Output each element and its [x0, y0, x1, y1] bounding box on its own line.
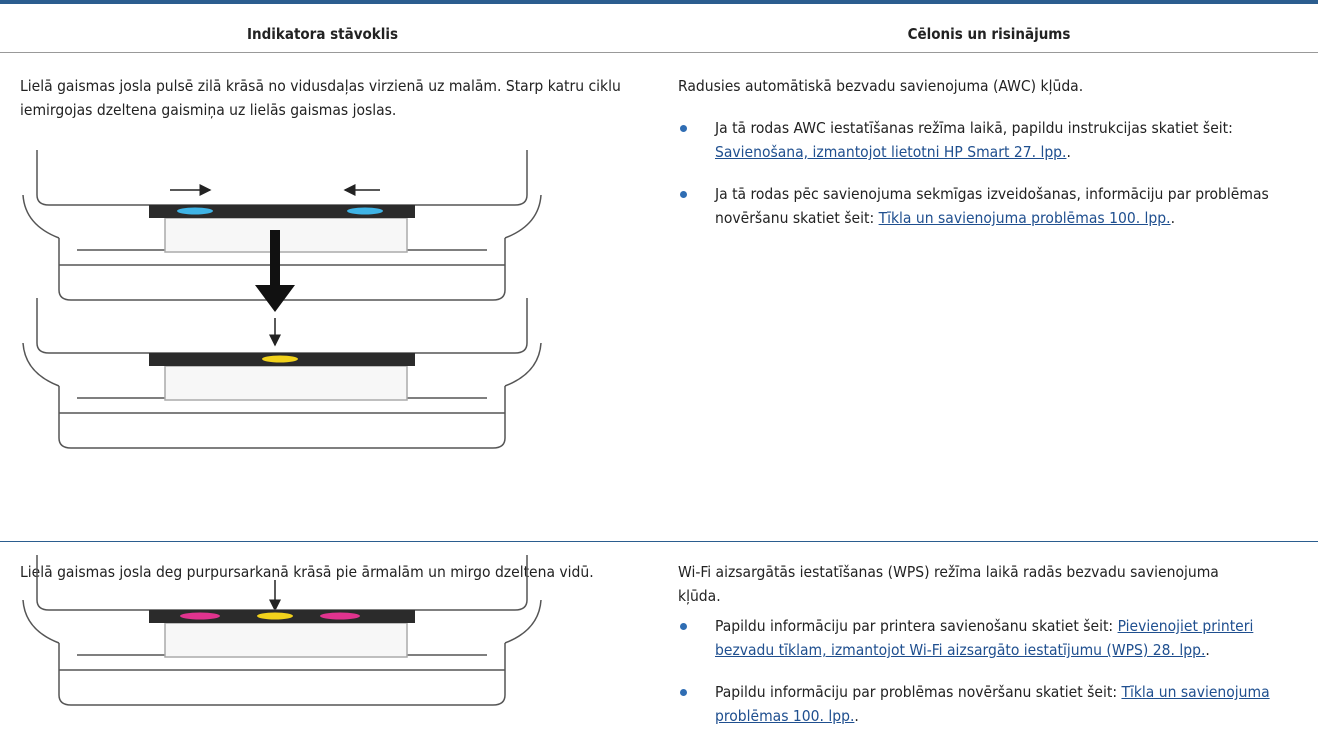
- illustrations: [22, 149, 542, 706]
- solution-item: Papildu informāciju par problēmas novērš…: [678, 680, 1298, 728]
- link[interactable]: Savienošana, izmantojot lietotni HP Smar…: [715, 143, 1067, 161]
- item-end: .: [1066, 143, 1071, 161]
- state-text: Lielā gaismas josla deg purpursarkanā kr…: [20, 563, 594, 581]
- item-text: Papildu informāciju par printera savieno…: [715, 617, 1118, 635]
- solution-item: Papildu informāciju par printera savieno…: [678, 614, 1298, 662]
- solution-list: Papildu informāciju par printera savieno…: [678, 614, 1298, 746]
- document: Indikatora stāvoklis Cēlonis un risināju…: [0, 0, 1318, 725]
- item-end: .: [1205, 641, 1210, 659]
- column-header: Cēlonis un risinājums: [907, 25, 1071, 43]
- solution-list: Ja tā rodas AWC iestatīšanas režīma laik…: [678, 116, 1298, 248]
- bullet: [680, 191, 687, 198]
- item-text: Ja tā rodas AWC iestatīšanas režīma laik…: [715, 119, 1233, 137]
- illustration: [22, 149, 542, 449]
- cause-text: Radusies automātiskā bezvadu savienojuma…: [678, 77, 1084, 95]
- item-end: .: [1170, 209, 1175, 227]
- link[interactable]: Tīkla un savienojuma problēmas 100. lpp.: [878, 209, 1171, 227]
- item-text: Papildu informāciju par problēmas novērš…: [715, 683, 1122, 701]
- cause-text: Wi-Fi aizsargātās iestatīšanas (WPS) rež…: [678, 563, 1219, 605]
- header-rule: [0, 52, 1318, 53]
- item-text: Ja tā rodas pēc savienojuma sekmīgas izv…: [715, 185, 1269, 227]
- bullet: [680, 623, 687, 630]
- top-rule: [0, 0, 1318, 4]
- state-text: Lielā gaismas josla pulsē zilā krāsā no …: [20, 77, 621, 119]
- illustration: [22, 554, 542, 706]
- row-rule: [0, 541, 1318, 542]
- column-header: Indikatora stāvoklis: [246, 25, 399, 43]
- page: {"table": { "headers": ["Indikatora stāv…: [0, 0, 1318, 725]
- link[interactable]: Pievienojiet printeri bezvadu tīklam, iz…: [715, 617, 1254, 659]
- solution-item: Ja tā rodas AWC iestatīšanas režīma laik…: [678, 116, 1298, 164]
- solution-item: Ja tā rodas pēc savienojuma sekmīgas izv…: [678, 182, 1298, 230]
- bullet: [680, 125, 687, 132]
- bullet: [680, 689, 687, 696]
